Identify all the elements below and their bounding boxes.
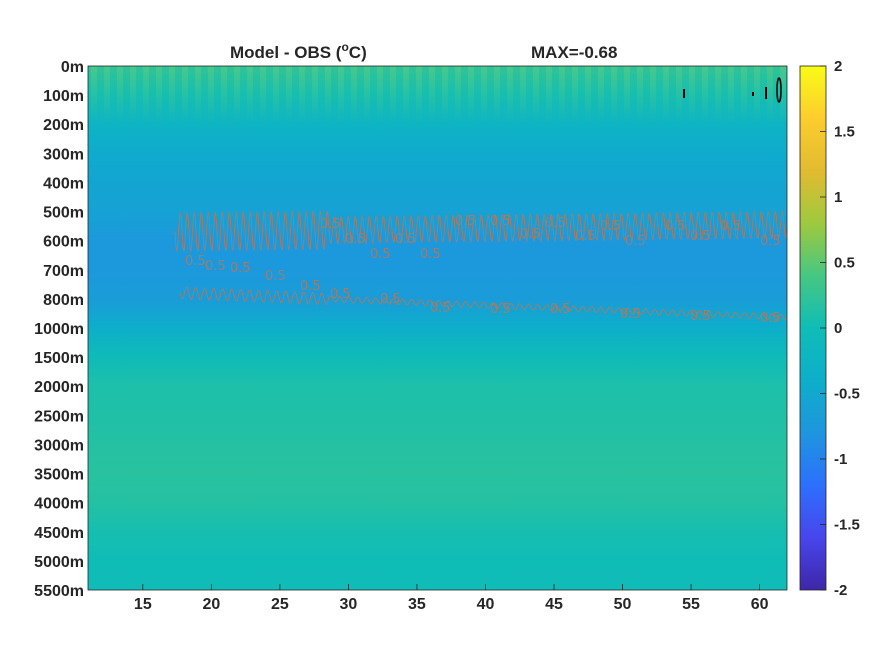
plot-area: 0.50.50.50.50.50.5 0.50.50.50.50.50.50.50… bbox=[87, 65, 788, 591]
contour-label: 0.5 bbox=[205, 259, 226, 274]
colorbar-tick-label: 0.5 bbox=[834, 255, 855, 272]
y-tick-label: 1500m bbox=[34, 350, 84, 367]
y-tick-label: 3000m bbox=[34, 437, 84, 454]
chart-title: Model - OBS (oC) bbox=[230, 40, 367, 62]
contour-label: 0.5 bbox=[395, 232, 416, 247]
y-tick-label: 0m bbox=[61, 59, 84, 76]
contour-label: 0.5 bbox=[620, 307, 641, 322]
contour-label: 0.5 bbox=[430, 301, 451, 316]
title-end: C) bbox=[349, 43, 367, 62]
plot-frame bbox=[87, 65, 788, 591]
y-tick-label: 300m bbox=[43, 146, 84, 163]
y-tick-label: 500m bbox=[43, 205, 84, 222]
contour-label: 0.5 bbox=[665, 219, 686, 234]
colorbar-tick-label: 0 bbox=[834, 320, 842, 337]
contour-label: 0.5 bbox=[420, 247, 441, 262]
y-tick-label: 600m bbox=[43, 234, 84, 251]
y-tick-label: 5000m bbox=[34, 554, 84, 571]
contour-label: 0.5 bbox=[520, 227, 541, 242]
x-tick-labels: 15 20 25 30 35 40 45 50 55 60 bbox=[134, 584, 769, 613]
x-tick-label: 50 bbox=[614, 596, 632, 613]
y-tick-label: 4000m bbox=[34, 496, 84, 513]
y-tick-label: 5500m bbox=[34, 583, 84, 600]
contour-label: 0.5 bbox=[300, 279, 321, 294]
contour-lines: 0.50.50.50.50.50.5 0.50.50.50.50.50.50.50… bbox=[174, 210, 788, 326]
contour-label: 0.5 bbox=[330, 287, 351, 302]
heatmap-field bbox=[88, 66, 787, 590]
contour-label: 0.5 bbox=[575, 229, 596, 244]
contour-label: 0.5 bbox=[545, 216, 566, 231]
max-label: MAX=-0.68 bbox=[531, 43, 617, 62]
y-tick-label: 4500m bbox=[34, 525, 84, 542]
y-tick-label: 100m bbox=[43, 88, 84, 105]
contour-label: 0.5 bbox=[490, 302, 511, 317]
title-superscript: o bbox=[341, 40, 348, 54]
colorbar-ticks: 2 1.5 1 0.5 0 -0.5 -1 -1.5 -2 bbox=[820, 58, 860, 599]
x-tick-label: 25 bbox=[271, 596, 289, 613]
contour-label: 0.5 bbox=[720, 219, 741, 234]
contour-label: 0.5 bbox=[600, 219, 621, 234]
colorbar-tick-label: 2 bbox=[834, 58, 842, 75]
x-tick-label: 60 bbox=[751, 596, 769, 613]
colorbar-tick-label: -0.5 bbox=[834, 386, 860, 403]
x-tick-label: 45 bbox=[545, 596, 563, 613]
contour-label: 0.5 bbox=[690, 309, 711, 324]
contour-lower bbox=[179, 286, 788, 321]
y-tick-label: 1000m bbox=[34, 321, 84, 338]
x-tick-label: 30 bbox=[340, 596, 358, 613]
colorbar: 2 1.5 1 0.5 0 -0.5 -1 -1.5 -2 bbox=[799, 58, 860, 599]
contour-label: 0.5 bbox=[320, 217, 341, 232]
colorbar-tick-label: -1 bbox=[834, 451, 847, 468]
contour-label: 0.5 bbox=[760, 234, 781, 249]
contour-label: 0.5 bbox=[185, 254, 206, 269]
contour-label: 0.5 bbox=[455, 214, 476, 229]
y-tick-label: 800m bbox=[43, 292, 84, 309]
colorbar-tick-label: -2 bbox=[834, 582, 847, 599]
contour-label: 0.5 bbox=[625, 234, 646, 249]
contour-label: 0.5 bbox=[370, 247, 391, 262]
y-tick-label: 700m bbox=[43, 263, 84, 280]
y-tick-label: 2000m bbox=[34, 379, 84, 396]
surface-stripes bbox=[88, 66, 787, 126]
contour-label: 0.5 bbox=[230, 261, 251, 276]
contour-upper bbox=[174, 210, 788, 252]
colorbar-tick-label: -1.5 bbox=[834, 517, 860, 534]
y-tick-label: 200m bbox=[43, 117, 84, 134]
y-tick-labels: 0m 100m 200m 300m 400m 500m 600m 700m 800m 1000m 1… bbox=[34, 59, 84, 600]
x-tick-label: 55 bbox=[682, 596, 700, 613]
x-tick-label: 40 bbox=[477, 596, 495, 613]
contour-label: 0.5 bbox=[550, 302, 571, 317]
colorbar-tick-label: 1.5 bbox=[834, 124, 855, 141]
black-contours bbox=[683, 77, 782, 103]
contour-label: 0.5 bbox=[345, 232, 366, 247]
x-tick-label: 20 bbox=[202, 596, 220, 613]
contour-label: 0.5 bbox=[690, 229, 711, 244]
colorbar-tick-label: 1 bbox=[834, 189, 842, 206]
x-tick-label: 15 bbox=[134, 596, 152, 613]
contour-label: 0.5 bbox=[760, 311, 781, 326]
y-tick-label: 3500m bbox=[34, 467, 84, 484]
contour-label: 0.5 bbox=[490, 214, 511, 229]
y-tick-label: 2500m bbox=[34, 408, 84, 425]
x-tick-label: 35 bbox=[408, 596, 426, 613]
contour-label: 0.5 bbox=[265, 269, 286, 284]
title-main: Model - OBS ( bbox=[230, 43, 342, 62]
contour-label: 0.5 bbox=[380, 292, 401, 307]
y-tick-label: 400m bbox=[43, 175, 84, 192]
